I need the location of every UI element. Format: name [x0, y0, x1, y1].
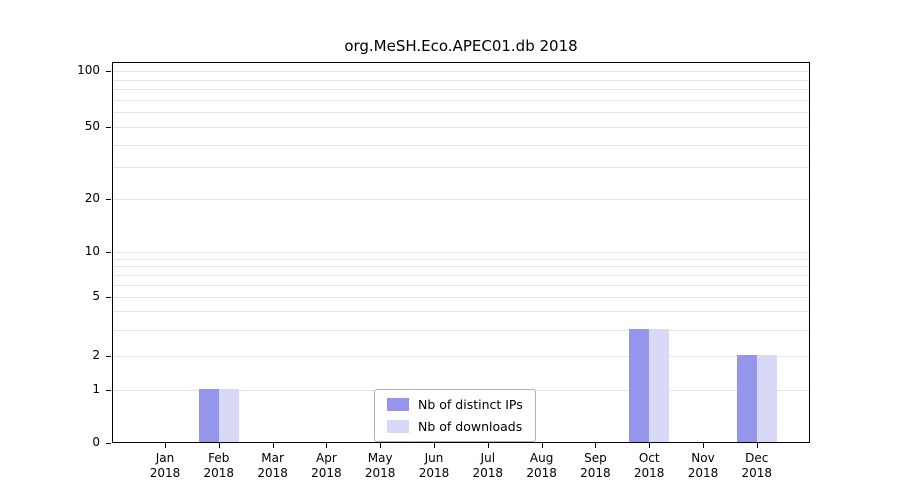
- x-tick-label: Sep 2018: [568, 451, 622, 481]
- x-tick-mark: [380, 443, 382, 448]
- y-tick-mark: [106, 252, 111, 253]
- legend-swatch-distinct-ips: [387, 398, 409, 411]
- y-tick-mark: [106, 443, 111, 444]
- gridline: [113, 266, 809, 268]
- x-tick-mark: [326, 443, 328, 448]
- gridline: [113, 79, 809, 81]
- y-tick-label: 0: [92, 435, 100, 449]
- y-tick-label: 50: [84, 119, 100, 133]
- x-tick-label-year: 2018: [149, 466, 181, 480]
- x-tick-label-year: 2018: [203, 466, 235, 480]
- gridline: [113, 71, 809, 72]
- y-tick-label: 10: [84, 244, 100, 258]
- x-tick-label-year: 2018: [364, 466, 396, 480]
- gridline: [113, 252, 809, 253]
- x-tick-label-year: 2018: [311, 466, 342, 480]
- legend-label-distinct-ips: Nb of distinct IPs: [418, 397, 523, 412]
- bar-distinct-ips: [198, 389, 219, 442]
- y-tick-mark: [106, 199, 111, 200]
- x-tick-label-year: 2018: [257, 466, 288, 480]
- y-tick-mark: [106, 127, 111, 128]
- x-tick-label: Mar 2018: [246, 451, 300, 481]
- gridline: [113, 275, 809, 277]
- gridline: [113, 311, 809, 313]
- x-tick-label-year: 2018: [687, 466, 719, 480]
- x-tick-label-year: 2018: [633, 466, 665, 480]
- legend-swatch-downloads: [387, 420, 409, 433]
- x-tick-mark: [703, 443, 704, 448]
- bar-downloads: [218, 389, 239, 442]
- x-tick-label-year: 2018: [580, 466, 611, 480]
- y-tick-label: 1: [92, 382, 100, 396]
- x-tick-mark: [649, 443, 651, 448]
- gridline: [113, 112, 809, 114]
- x-tick-mark: [541, 443, 543, 448]
- gridline: [113, 297, 809, 298]
- gridline: [113, 258, 809, 260]
- x-tick-label: Dec 2018: [730, 451, 784, 481]
- gridline: [113, 127, 809, 128]
- x-tick-mark: [756, 443, 758, 448]
- bar-distinct-ips: [736, 355, 757, 442]
- x-tick-label-year: 2018: [418, 466, 450, 480]
- y-tick-mark: [106, 297, 111, 298]
- x-tick-label: May 2018: [353, 451, 407, 481]
- x-tick-label: Jun 2018: [407, 451, 461, 481]
- gridline: [113, 356, 809, 357]
- gridline: [113, 144, 809, 146]
- legend-label-downloads: Nb of downloads: [418, 419, 523, 434]
- chart-title: org.MeSH.Eco.APEC01.db 2018: [344, 37, 578, 55]
- legend-item-downloads: Nb of downloads: [387, 419, 523, 434]
- x-tick-mark: [165, 443, 166, 448]
- x-tick-label: Jan 2018: [138, 451, 192, 481]
- gridline: [113, 89, 809, 91]
- y-tick-label: 20: [84, 191, 100, 205]
- x-tick-label: Oct 2018: [622, 451, 676, 481]
- y-tick-label: 2: [92, 348, 100, 362]
- gridline: [113, 199, 809, 200]
- x-tick-label-year: 2018: [741, 466, 773, 480]
- bar-distinct-ips: [629, 328, 650, 442]
- bar-downloads: [649, 328, 670, 442]
- x-tick-mark: [218, 443, 220, 448]
- plot-area: [112, 62, 810, 443]
- x-tick-label: Jul 2018: [461, 451, 515, 481]
- y-tick-mark: [106, 356, 111, 357]
- x-tick-mark: [487, 443, 489, 448]
- y-tick-mark: [106, 390, 111, 391]
- x-tick-label: Apr 2018: [299, 451, 353, 481]
- x-tick-mark: [272, 443, 274, 448]
- gridline: [113, 167, 809, 169]
- x-tick-mark: [595, 443, 597, 448]
- legend: Nb of distinct IPs Nb of downloads: [374, 389, 536, 442]
- x-tick-mark: [434, 443, 435, 448]
- bar-downloads: [756, 355, 777, 442]
- gridline: [113, 99, 809, 101]
- gridline: [113, 329, 809, 331]
- y-tick-label: 5: [92, 289, 100, 303]
- x-tick-label-year: 2018: [472, 466, 504, 480]
- x-tick-label: Aug 2018: [515, 451, 569, 481]
- legend-item-distinct-ips: Nb of distinct IPs: [387, 397, 523, 412]
- y-tick-label: 100: [77, 63, 100, 77]
- x-tick-label-year: 2018: [526, 466, 557, 480]
- x-tick-label: Nov 2018: [676, 451, 730, 481]
- gridline: [113, 285, 809, 287]
- y-tick-mark: [106, 71, 111, 72]
- x-tick-label: Feb 2018: [192, 451, 246, 481]
